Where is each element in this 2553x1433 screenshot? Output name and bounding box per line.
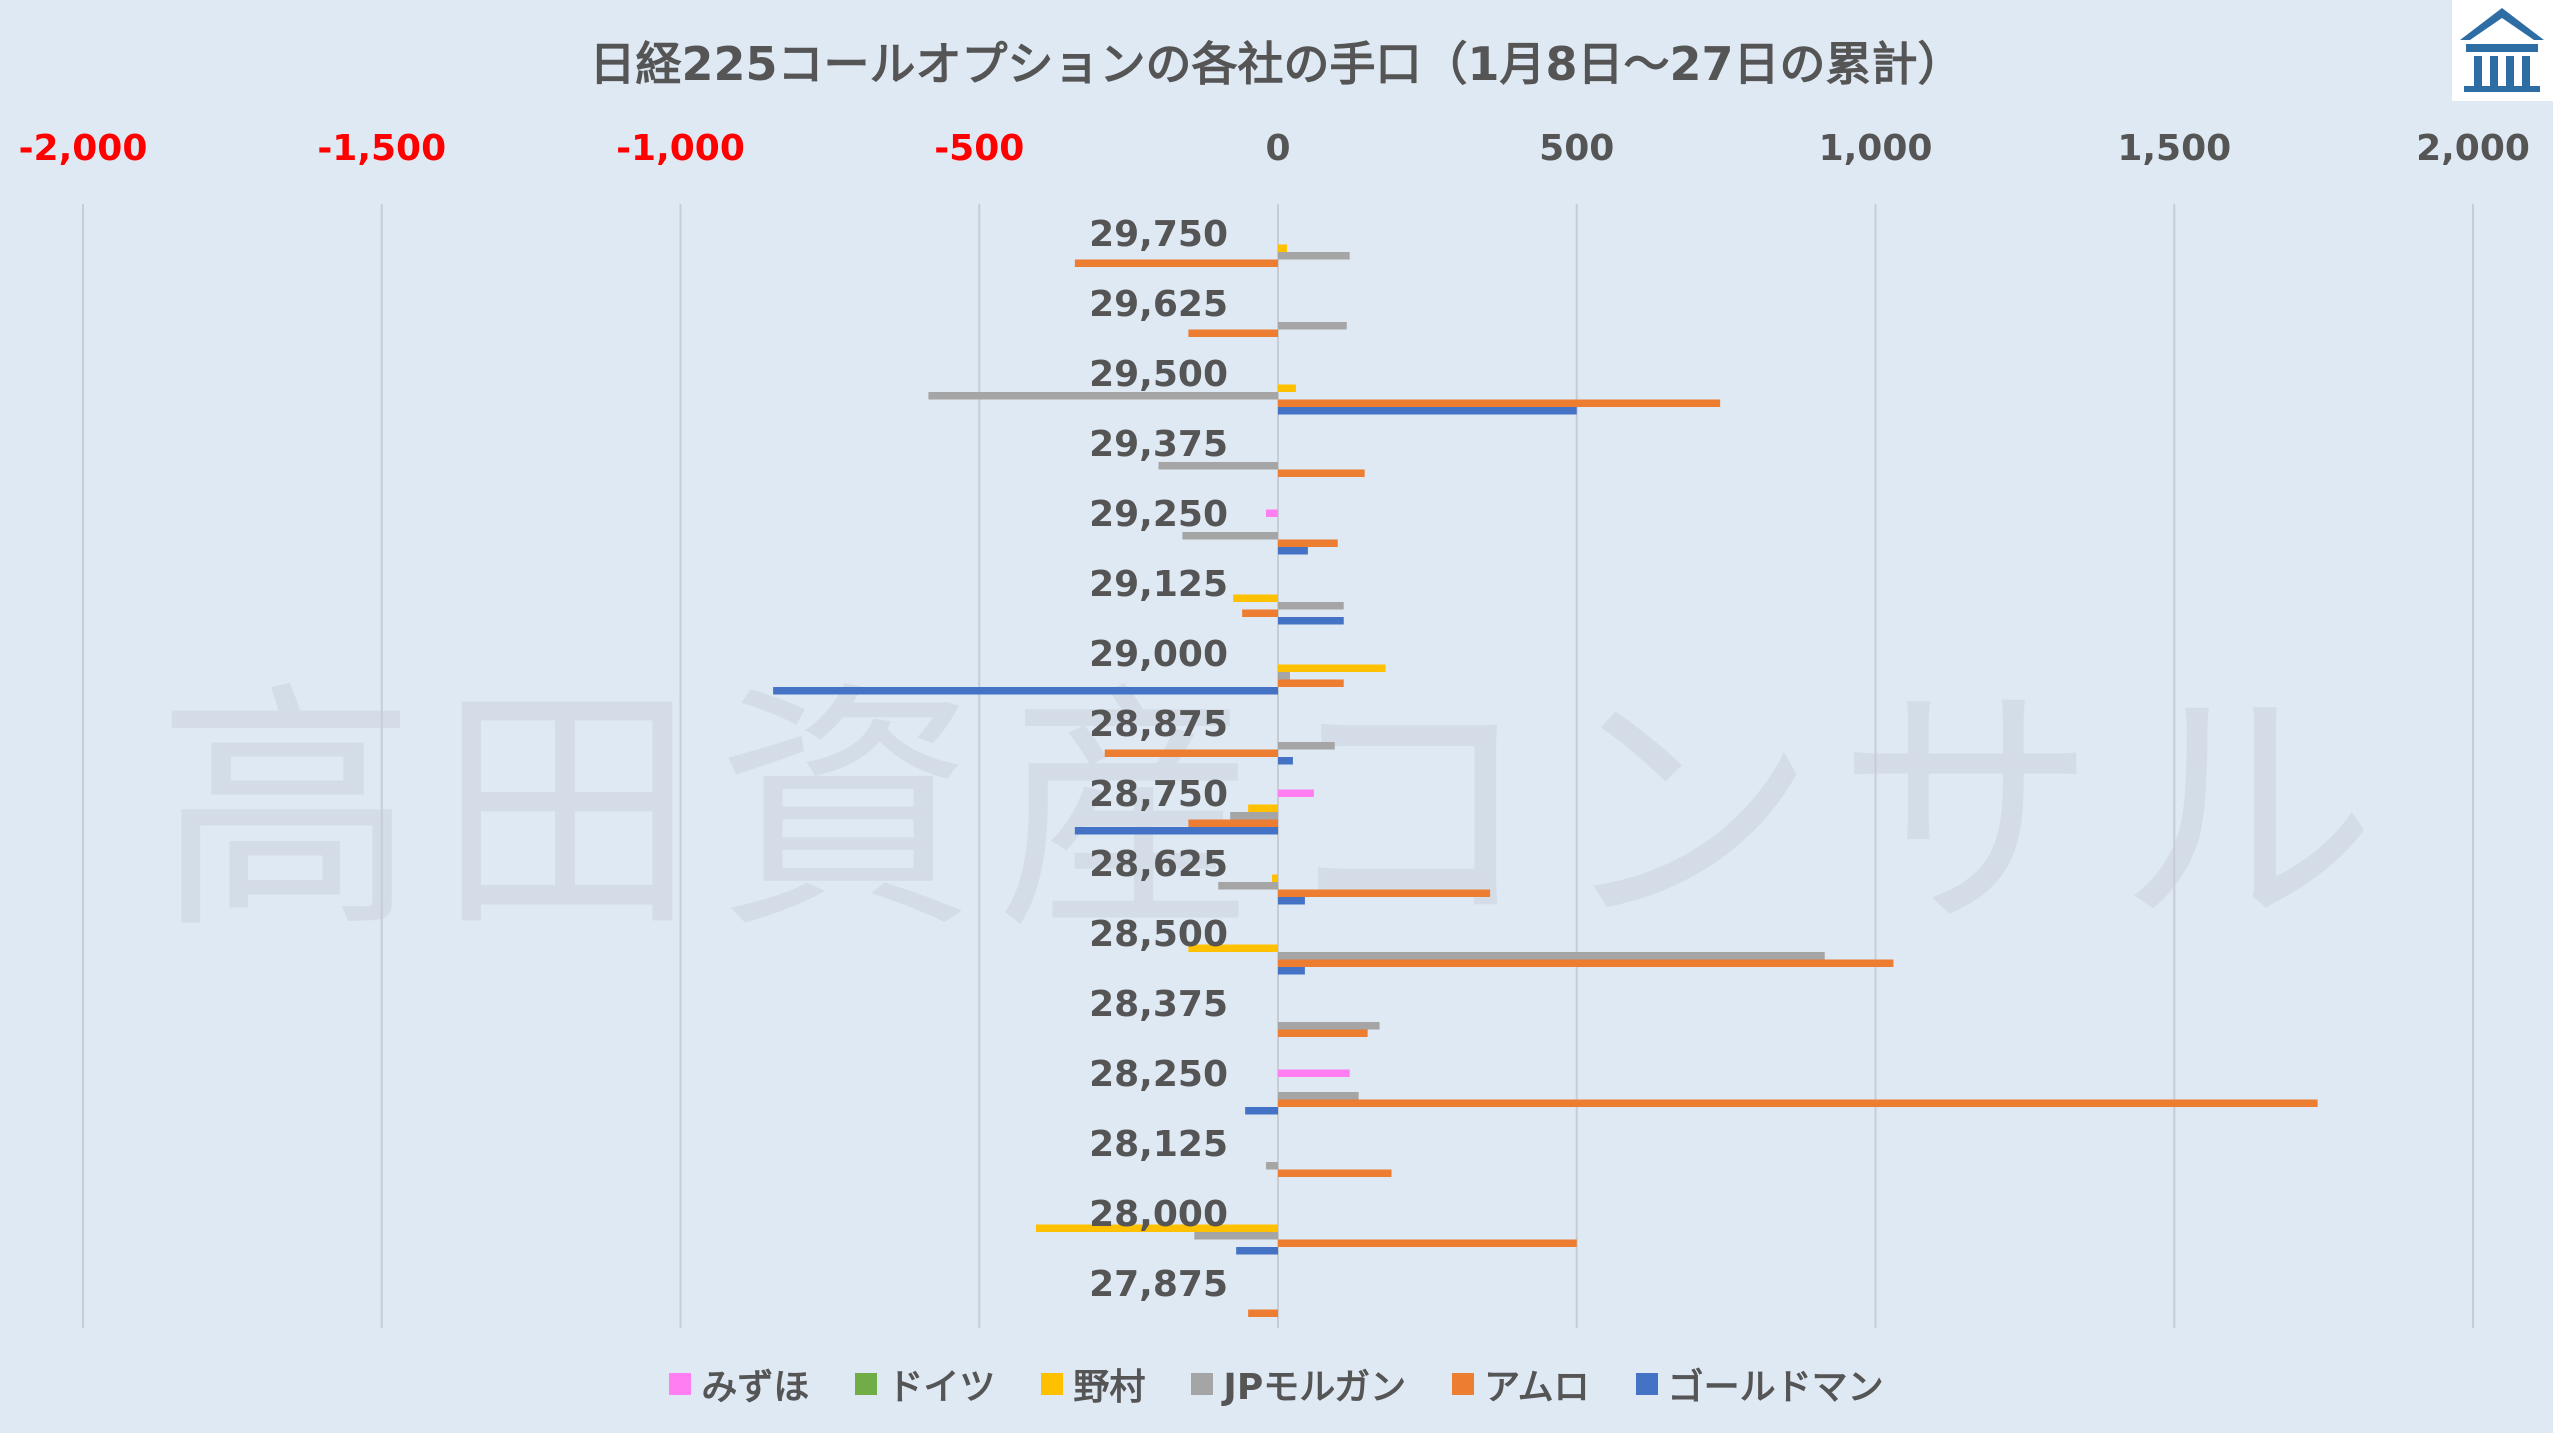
bar-アムロ <box>1104 749 1278 757</box>
chart-title: 日経225コールオプションの各社の手口（1月8日～27日の累計） <box>589 37 1964 91</box>
legend-label: ゴールドマン <box>1667 1367 1884 1408</box>
bar-アムロ <box>1248 1309 1278 1317</box>
bar-野村 <box>1188 944 1278 952</box>
y-category-label: 29,375 <box>1089 424 1228 465</box>
chart-legend: みずほ ドイツ 野村 JPモルガン アムロ ゴールドマン <box>0 1358 2553 1410</box>
bar-ゴールドマン <box>1278 407 1577 415</box>
bar-JPモルガン <box>1194 1232 1278 1240</box>
bar-アムロ <box>1278 889 1491 897</box>
bar-アムロ <box>1278 1169 1392 1177</box>
legend-item: みずほ <box>669 1358 809 1410</box>
legend-swatch <box>1452 1373 1475 1395</box>
bar-野村 <box>1248 804 1278 812</box>
legend-label: ドイツ <box>887 1367 996 1408</box>
bar-アムロ <box>1242 609 1278 617</box>
y-category-label: 28,125 <box>1089 1124 1228 1165</box>
bar-JPモルガン <box>1278 322 1347 330</box>
bar-chart: -2,000 -1,500 -1,000 -500 0 500 1,000 1,500 2,00… <box>19 128 2530 1328</box>
bar-ゴールドマン <box>1236 1247 1278 1255</box>
bar-野村 <box>1272 874 1278 882</box>
bar-アムロ <box>1278 539 1338 547</box>
bar-JPモルガン <box>1278 252 1350 260</box>
bar-JPモルガン <box>1278 1022 1380 1030</box>
bar-アムロ <box>1278 1099 2318 1107</box>
bar-ゴールドマン <box>1278 757 1293 765</box>
legend-item: ゴールドマン <box>1635 1358 1884 1410</box>
x-tick-label: -500 <box>934 128 1024 169</box>
bar-JPモルガン <box>928 392 1278 400</box>
bar-ゴールドマン <box>1245 1107 1278 1115</box>
legend-swatch <box>1041 1373 1064 1395</box>
bar-アムロ <box>1188 329 1278 337</box>
y-category-label: 28,250 <box>1089 1054 1228 1095</box>
y-category-label: 29,500 <box>1089 354 1228 395</box>
bar-アムロ <box>1278 679 1344 687</box>
x-tick-label: 2,000 <box>2416 128 2530 169</box>
legend-swatch <box>669 1373 692 1395</box>
bar-JPモルガン <box>1230 812 1278 820</box>
x-tick-label: -1,000 <box>616 128 745 169</box>
x-tick-label: 1,000 <box>1819 128 1933 169</box>
x-tick-label: -2,000 <box>19 128 148 169</box>
bar-アムロ <box>1278 469 1365 477</box>
bar-アムロ <box>1278 1239 1577 1247</box>
bar-野村 <box>1278 664 1386 672</box>
bar-ゴールドマン <box>773 687 1278 695</box>
bar-アムロ <box>1188 819 1278 827</box>
y-category-label: 28,500 <box>1089 914 1228 955</box>
x-tick-label: 0 <box>1265 128 1290 169</box>
y-category-label: 29,125 <box>1089 564 1228 605</box>
legend-label: みずほ <box>701 1367 810 1408</box>
legend-item: アムロ <box>1452 1358 1590 1410</box>
bar-JPモルガン <box>1278 672 1290 680</box>
bar-みずほ <box>1266 509 1278 517</box>
y-category-label: 29,250 <box>1089 494 1228 535</box>
y-category-label: 29,750 <box>1089 214 1228 255</box>
bar-アムロ <box>1278 399 1721 407</box>
bar-野村 <box>1036 1224 1278 1232</box>
y-category-label: 28,875 <box>1089 704 1228 745</box>
legend-swatch <box>855 1373 878 1395</box>
bar-JPモルガン <box>1218 882 1278 890</box>
bar-アムロ <box>1278 1029 1368 1037</box>
bar-ゴールドマン <box>1278 617 1344 625</box>
bar-JPモルガン <box>1278 742 1335 750</box>
y-category-label: 28,750 <box>1089 774 1228 815</box>
legend-swatch <box>1635 1373 1658 1395</box>
legend-item: JPモルガン <box>1191 1358 1406 1410</box>
bar-JPモルガン <box>1278 952 1825 960</box>
y-category-label: 29,000 <box>1089 634 1228 675</box>
y-category-label: 29,625 <box>1089 284 1228 325</box>
y-category-label: 28,625 <box>1089 844 1228 885</box>
bar-ゴールドマン <box>1278 547 1308 555</box>
x-tick-label: 500 <box>1539 128 1614 169</box>
bar-JPモルガン <box>1158 462 1278 470</box>
legend-label: 野村 <box>1073 1367 1146 1408</box>
legend-item: ドイツ <box>855 1358 995 1410</box>
y-category-label: 27,875 <box>1089 1264 1228 1305</box>
legend-swatch <box>1191 1373 1214 1395</box>
bar-JPモルガン <box>1278 1092 1359 1100</box>
bar-アムロ <box>1278 959 1894 967</box>
bar-ゴールドマン <box>1074 827 1278 835</box>
bar-みずほ <box>1278 1069 1350 1077</box>
bar-野村 <box>1278 384 1296 392</box>
logo-icon <box>2452 0 2553 101</box>
bar-野村 <box>1233 594 1278 602</box>
bar-JPモルガン <box>1266 1162 1278 1170</box>
bar-ゴールドマン <box>1278 967 1305 975</box>
x-tick-label: 1,500 <box>2117 128 2231 169</box>
bar-ゴールドマン <box>1278 897 1305 905</box>
legend-label: JPモルガン <box>1223 1367 1407 1408</box>
bar-みずほ <box>1278 789 1314 797</box>
legend-item: 野村 <box>1041 1358 1145 1410</box>
bar-野村 <box>1278 244 1287 252</box>
bar-アムロ <box>1074 259 1278 267</box>
legend-label: アムロ <box>1484 1367 1590 1408</box>
bar-JPモルガン <box>1278 602 1344 610</box>
bar-JPモルガン <box>1182 532 1278 540</box>
x-tick-label: -1,500 <box>317 128 446 169</box>
y-category-label: 28,000 <box>1089 1194 1228 1235</box>
y-category-label: 28,375 <box>1089 984 1228 1025</box>
